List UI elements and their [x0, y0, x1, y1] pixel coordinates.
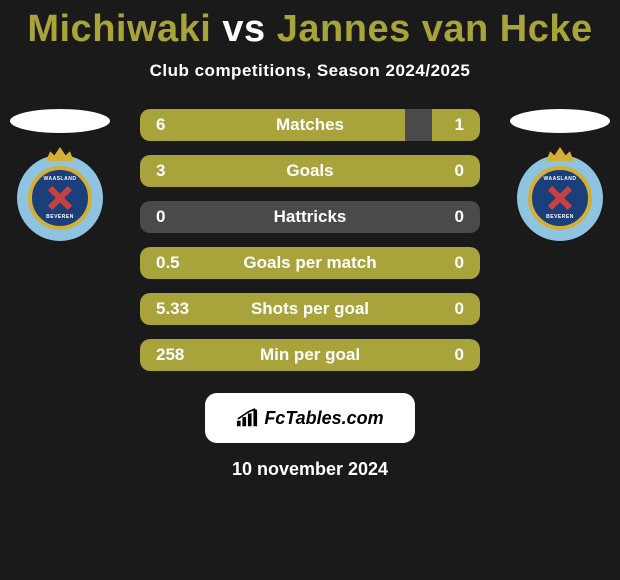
badge-bot-text: BEVEREN	[546, 214, 574, 220]
subtitle: Club competitions, Season 2024/2025	[0, 61, 620, 81]
stat-bar: 258 Min per goal 0	[140, 339, 480, 371]
stat-label: Hattricks	[274, 207, 347, 227]
badge-top-text: WAASLAND	[544, 176, 577, 182]
stat-bar: 3 Goals 0	[140, 155, 480, 187]
stat-value-right: 0	[455, 253, 464, 273]
comparison-bars: 6 Matches 1 3 Goals 0 0 Hattricks 0 0.5 Goals per …	[130, 109, 490, 385]
stat-value-left: 0	[156, 207, 165, 227]
stat-value-right: 0	[455, 345, 464, 365]
stat-bar: 0 Hattricks 0	[140, 201, 480, 233]
stat-value-right: 0	[455, 161, 464, 181]
branding-badge: FcTables.com	[205, 393, 415, 443]
date-label: 10 november 2024	[0, 459, 620, 480]
stat-bar: 0.5 Goals per match 0	[140, 247, 480, 279]
stat-bar: 5.33 Shots per goal 0	[140, 293, 480, 325]
stat-label: Goals per match	[243, 253, 376, 273]
badge-top-text: WAASLAND	[44, 176, 77, 182]
player2-name: Jannes van Hcke	[277, 8, 593, 50]
right-flag-icon	[510, 109, 610, 133]
left-player-column: WAASLAND BEVEREN	[10, 109, 110, 241]
stat-bar: 6 Matches 1	[140, 109, 480, 141]
left-club-badge: WAASLAND BEVEREN	[17, 155, 103, 241]
stat-value-left: 5.33	[156, 299, 189, 319]
stat-value-right: 0	[455, 299, 464, 319]
stat-value-right: 1	[455, 115, 464, 135]
stat-label: Min per goal	[260, 345, 360, 365]
stat-value-left: 3	[156, 161, 165, 181]
vs-label: vs	[222, 8, 265, 50]
stat-label: Shots per goal	[251, 299, 369, 319]
badge-bot-text: BEVEREN	[46, 214, 74, 220]
stat-label: Matches	[276, 115, 344, 135]
right-player-column: WAASLAND BEVEREN	[510, 109, 610, 241]
branding-chart-icon	[236, 408, 258, 428]
stat-value-left: 6	[156, 115, 165, 135]
stat-value-left: 258	[156, 345, 184, 365]
left-flag-icon	[10, 109, 110, 133]
right-club-badge: WAASLAND BEVEREN	[517, 155, 603, 241]
stat-value-right: 0	[455, 207, 464, 227]
comparison-title: Michiwaki vs Jannes van Hcke	[0, 8, 620, 51]
player1-name: Michiwaki	[27, 8, 211, 50]
stat-label: Goals	[286, 161, 333, 181]
stat-value-left: 0.5	[156, 253, 180, 273]
branding-text: FcTables.com	[264, 408, 383, 429]
